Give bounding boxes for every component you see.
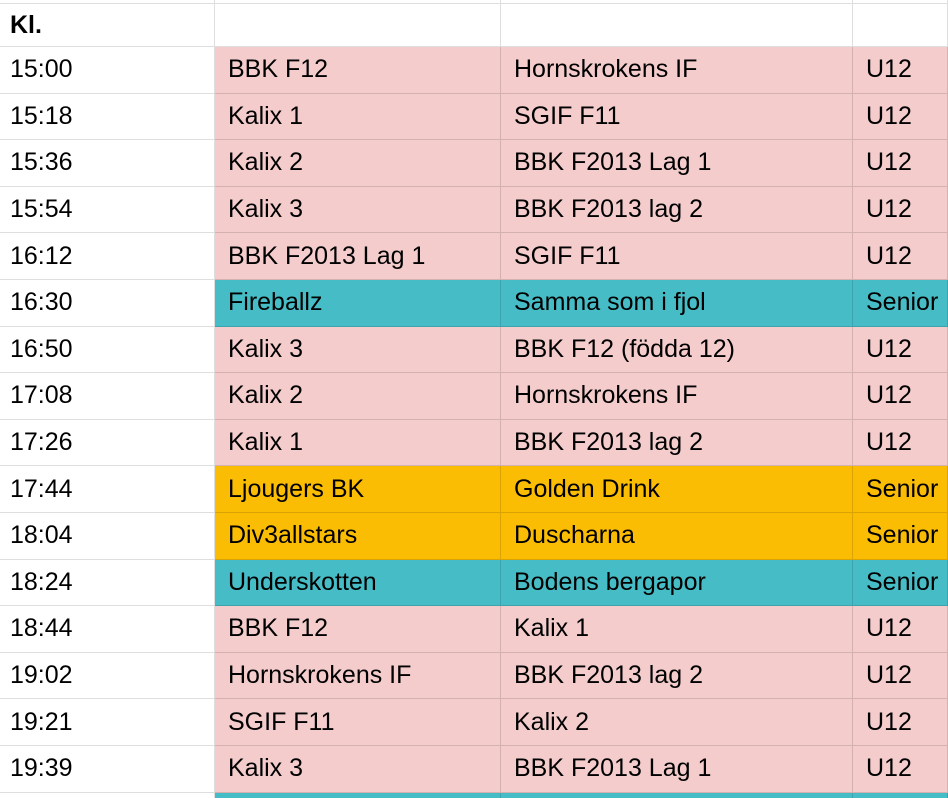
time-cell[interactable]: 19:39 [0,745,215,793]
team2-cell[interactable]: Golden Drink [501,466,853,513]
table-row: 15:00 BBK F12 Hornskrokens IF U12 [0,47,948,94]
category-cell[interactable]: U12 [853,326,948,374]
category-cell[interactable]: U12 [853,652,948,700]
table-row: 19:21 SGIF F11 Kalix 2 U12 [0,699,948,746]
time-cell[interactable]: 18:44 [0,606,215,653]
table-row: 18:44 BBK F12 Kalix 1 U12 [0,606,948,653]
table-row: 17:26 Kalix 1 BBK F2013 lag 2 U12 [0,419,948,467]
table-row: 15:54 Kalix 3 BBK F2013 lag 2 U12 [0,186,948,234]
team1-cell[interactable]: Hornskrokens IF [215,652,501,700]
team2-cell[interactable]: SGIF F11 [501,233,853,280]
category-cell[interactable]: U12 [853,47,948,94]
team2-cell[interactable]: Bodens bergapor [501,559,853,607]
time-cell[interactable]: 17:44 [0,466,215,513]
time-cell[interactable]: 16:12 [0,233,215,280]
header-cell-team2[interactable] [501,4,853,47]
header-cell-kl[interactable]: Kl. [0,4,215,47]
team2-cell[interactable]: Samma som i fjol [501,279,853,327]
team1-cell[interactable]: Kalix 2 [215,140,501,187]
category-cell[interactable]: U12 [853,233,948,280]
time-cell[interactable]: 15:00 [0,47,215,94]
table-row: 19:02 Hornskrokens IF BBK F2013 lag 2 U12 [0,652,948,700]
team1-cell[interactable]: BBK F12 [215,47,501,94]
table-row: 17:08 Kalix 2 Hornskrokens IF U12 [0,373,948,420]
category-cell[interactable]: U12 [853,373,948,420]
table-row: 16:12 BBK F2013 Lag 1 SGIF F11 U12 [0,233,948,280]
table-row: 19:39 Kalix 3 BBK F2013 Lag 1 U12 [0,745,948,793]
table-row: 15:36 Kalix 2 BBK F2013 Lag 1 U12 [0,140,948,187]
time-cell[interactable]: 19:21 [0,699,215,746]
team1-cell[interactable]: Kalix 1 [215,419,501,467]
table-row: 16:30 Fireballz Samma som i fjol Senior [0,279,948,327]
table-row: 15:18 Kalix 1 SGIF F11 U12 [0,93,948,141]
partial-cell [215,0,501,4]
partial-cell [501,0,853,4]
team2-cell[interactable]: BBK F2013 Lag 1 [501,140,853,187]
team2-cell[interactable]: Kalix 1 [501,606,853,653]
partial-cell [0,792,215,798]
time-cell[interactable]: 15:54 [0,186,215,234]
team1-cell[interactable]: Kalix 2 [215,373,501,420]
team1-cell[interactable]: BBK F2013 Lag 1 [215,233,501,280]
team1-cell[interactable]: BBK F12 [215,606,501,653]
category-cell[interactable]: U12 [853,93,948,141]
header-cell-category[interactable] [853,4,948,47]
team1-cell[interactable]: Fireballz [215,279,501,327]
team2-cell[interactable]: BBK F2013 lag 2 [501,419,853,467]
time-cell[interactable]: 19:02 [0,652,215,700]
team2-cell[interactable]: Hornskrokens IF [501,373,853,420]
category-cell[interactable]: U12 [853,699,948,746]
time-cell[interactable]: 15:18 [0,93,215,141]
time-cell[interactable]: 15:36 [0,140,215,187]
team1-cell[interactable]: Kalix 3 [215,745,501,793]
table-row: 17:44 Ljougers BK Golden Drink Senior [0,466,948,513]
partial-row-bottom [0,792,948,798]
team2-cell[interactable]: SGIF F11 [501,93,853,141]
team2-cell[interactable]: BBK F12 (födda 12) [501,326,853,374]
table-row: 18:04 Div3allstars Duscharna Senior [0,512,948,560]
team1-cell[interactable]: Kalix 1 [215,93,501,141]
time-cell[interactable]: 16:30 [0,279,215,327]
team2-cell[interactable]: Duscharna [501,512,853,560]
table-body: 15:00 BBK F12 Hornskrokens IF U12 15:18 Kalix… [0,47,948,793]
time-cell[interactable]: 18:24 [0,559,215,607]
category-cell[interactable]: U12 [853,419,948,467]
team1-cell[interactable]: Kalix 3 [215,186,501,234]
category-cell[interactable]: U12 [853,745,948,793]
team2-cell[interactable]: BBK F2013 lag 2 [501,186,853,234]
partial-cell [0,0,215,4]
time-cell[interactable]: 17:26 [0,419,215,467]
team2-cell[interactable]: BBK F2013 Lag 1 [501,745,853,793]
partial-next-row-fill [501,792,853,798]
team2-cell[interactable]: BBK F2013 lag 2 [501,652,853,700]
team2-cell[interactable]: Hornskrokens IF [501,47,853,94]
category-cell[interactable]: Senior [853,512,948,560]
partial-next-row-fill [853,792,948,798]
header-cell-team1[interactable] [215,4,501,47]
team1-cell[interactable]: Kalix 3 [215,326,501,374]
category-cell[interactable]: U12 [853,606,948,653]
team2-cell[interactable]: Kalix 2 [501,699,853,746]
team1-cell[interactable]: Underskotten [215,559,501,607]
partial-next-row-fill [215,792,501,798]
team1-cell[interactable]: Div3allstars [215,512,501,560]
table-row: 16:50 Kalix 3 BBK F12 (födda 12) U12 [0,326,948,374]
team1-cell[interactable]: SGIF F11 [215,699,501,746]
category-cell[interactable]: Senior [853,466,948,513]
category-cell[interactable]: Senior [853,559,948,607]
time-cell[interactable]: 17:08 [0,373,215,420]
category-cell[interactable]: U12 [853,186,948,234]
table-row: 18:24 Underskotten Bodens bergapor Senior [0,559,948,607]
team1-cell[interactable]: Ljougers BK [215,466,501,513]
header-row: Kl. [0,4,948,47]
time-cell[interactable]: 16:50 [0,326,215,374]
time-cell[interactable]: 18:04 [0,512,215,560]
category-cell[interactable]: U12 [853,140,948,187]
category-cell[interactable]: Senior [853,279,948,327]
